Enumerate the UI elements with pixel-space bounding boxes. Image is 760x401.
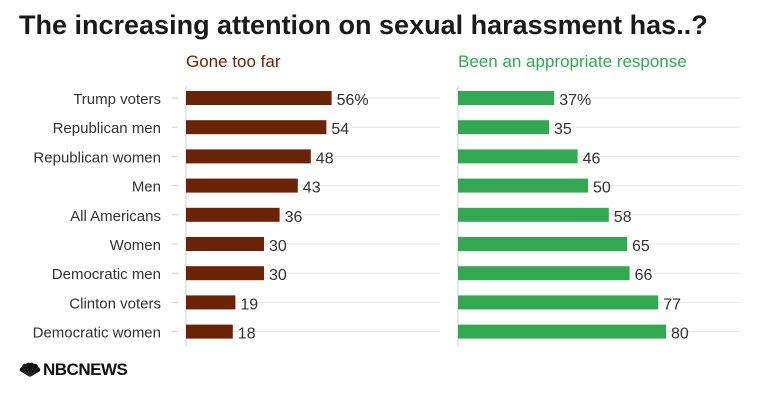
category-label: Republican women: [33, 149, 161, 166]
bar: [458, 295, 659, 310]
bar: [186, 91, 332, 105]
data-label: 43: [303, 180, 321, 197]
data-label: 18: [238, 326, 256, 343]
data-label: 48: [316, 150, 334, 167]
data-label: 66: [635, 267, 653, 284]
category-label: Republican men: [53, 120, 161, 137]
category-label: Clinton voters: [69, 295, 161, 312]
category-label: Men: [132, 179, 161, 196]
category-label: Democratic men: [52, 266, 161, 283]
bar: [186, 120, 327, 135]
bar: [186, 295, 236, 310]
data-label: 46: [583, 150, 601, 167]
data-label: 56%: [337, 92, 369, 109]
data-label: 35: [554, 121, 572, 138]
nbc-news-logo: NBCNEWS: [19, 360, 128, 380]
category-label: All Americans: [70, 208, 161, 225]
bar: [458, 237, 627, 251]
data-label: 65: [632, 238, 650, 255]
bar: [458, 266, 630, 281]
bar: [186, 178, 298, 193]
panel-title-appropriate-response: Been an appropriate response: [458, 52, 687, 71]
bar: [458, 91, 555, 105]
data-label: 36: [285, 209, 303, 226]
bar: [458, 178, 588, 193]
panel-title-gone-too-far: Gone too far: [186, 52, 281, 71]
data-label: 54: [331, 121, 349, 138]
category-label: Trump voters: [73, 91, 161, 108]
bar: [458, 207, 609, 222]
data-label: 77: [663, 296, 681, 313]
data-label: 58: [614, 209, 632, 226]
bar: [458, 149, 578, 164]
peacock-icon: [19, 362, 41, 377]
bar: [186, 237, 264, 251]
chart-title: The increasing attention on sexual haras…: [19, 10, 708, 40]
category-label: Democratic women: [33, 325, 161, 342]
data-label: 80: [671, 326, 689, 343]
data-label: 50: [593, 180, 611, 197]
logo-text: NBCNEWS: [43, 360, 128, 379]
data-label: 30: [269, 238, 287, 255]
bar: [186, 324, 233, 339]
bar: [458, 120, 549, 135]
bar: [186, 266, 264, 281]
data-label: 30: [269, 267, 287, 284]
data-label: 19: [240, 296, 258, 313]
bar: [458, 324, 666, 339]
bar: [186, 207, 280, 222]
category-label: Women: [110, 237, 161, 254]
data-label: 37%: [559, 92, 591, 109]
bar: [186, 149, 311, 164]
